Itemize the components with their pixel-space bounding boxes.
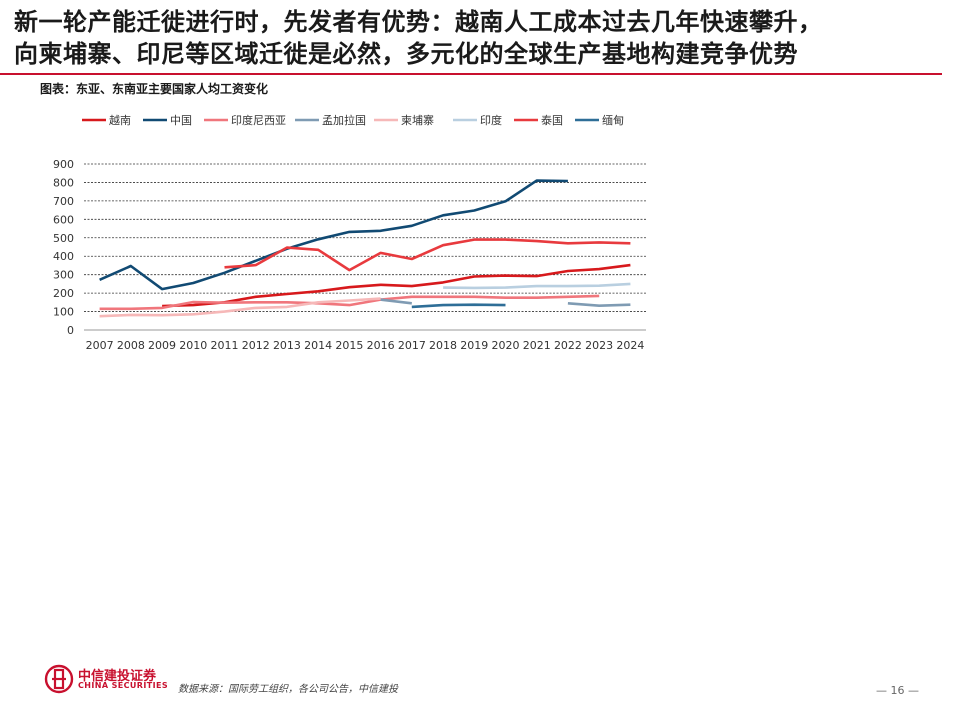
series-segment — [99, 297, 381, 318]
legend-label: 孟加拉国 — [322, 113, 366, 127]
chart-series — [99, 179, 631, 318]
legend-item: 孟加拉国 — [295, 113, 366, 127]
x-tick-label: 2022 — [554, 339, 582, 352]
x-tick-label: 2009 — [148, 339, 176, 352]
y-axis-ticks: 0 100 200 300 400 500 600 700 800 900 — [53, 158, 74, 337]
series-line — [443, 282, 631, 290]
x-tick-label: 2007 — [86, 339, 114, 352]
y-tick-label: 200 — [53, 287, 74, 300]
company-logo-icon — [44, 664, 74, 694]
legend-item: 印度尼西亚 — [204, 113, 286, 127]
x-tick-label: 2014 — [304, 339, 332, 352]
data-source-note: 数据来源：国际劳工组织，各公司公告，中信建投 — [178, 684, 398, 695]
y-tick-label: 900 — [53, 158, 74, 171]
series-line — [99, 179, 568, 291]
slide-title-line-2: 向柬埔寨、印尼等区域迁徙是必然，多元化的全球生产基地构建竞争优势 — [14, 39, 798, 68]
series-line — [380, 298, 631, 307]
x-tick-label: 2021 — [523, 339, 551, 352]
x-tick-label: 2017 — [398, 339, 426, 352]
y-tick-label: 300 — [53, 269, 74, 282]
series-line — [224, 238, 631, 272]
y-tick-label: 700 — [53, 195, 74, 208]
legend-item: 缅甸 — [575, 113, 624, 127]
series-segment — [443, 282, 631, 290]
legend-label: 泰国 — [541, 113, 563, 127]
x-tick-label: 2012 — [242, 339, 270, 352]
wage-line-chart: 越南 中国 印度尼西亚 孟加拉国 柬埔寨 印度 泰国 缅甸 0 100 200 300 400 500 6… — [53, 113, 646, 352]
series-segment — [567, 302, 631, 307]
legend-label: 印度 — [480, 113, 502, 127]
x-tick-label: 2008 — [117, 339, 145, 352]
series-segment — [411, 303, 506, 309]
x-tick-label: 2013 — [273, 339, 301, 352]
y-tick-label: 800 — [53, 176, 74, 189]
legend-item: 越南 — [82, 113, 131, 127]
legend-label: 柬埔寨 — [401, 113, 434, 127]
series-segment — [162, 263, 631, 308]
y-tick-label: 500 — [53, 232, 74, 245]
series-segment — [224, 238, 631, 272]
legend-label: 缅甸 — [602, 113, 624, 127]
y-tick-label: 400 — [53, 250, 74, 263]
x-tick-label: 2024 — [616, 339, 644, 352]
chart-caption: 图表：东亚、东南亚主要国家人均工资变化 — [40, 82, 269, 96]
series-segment — [99, 179, 568, 291]
x-tick-label: 2011 — [211, 339, 239, 352]
legend-label: 中国 — [170, 114, 192, 127]
title-divider — [0, 73, 942, 75]
series-line — [162, 263, 631, 308]
x-tick-label: 2020 — [492, 339, 520, 352]
y-tick-label: 0 — [67, 324, 74, 337]
x-tick-label: 2018 — [429, 339, 457, 352]
legend-item: 泰国 — [514, 113, 563, 127]
slide-title-line-1: 新一轮产能迁徙进行时，先发者有优势：越南人工成本过去几年快速攀升， — [14, 7, 823, 36]
legend-item: 中国 — [143, 114, 192, 127]
x-tick-label: 2019 — [460, 339, 488, 352]
chart-legend: 越南 中国 印度尼西亚 孟加拉国 柬埔寨 印度 泰国 缅甸 — [82, 113, 624, 127]
y-tick-label: 600 — [53, 213, 74, 226]
legend-label: 越南 — [109, 113, 131, 127]
x-tick-label: 2023 — [585, 339, 613, 352]
x-axis-ticks: 2007 2008 2009 2010 2011 2012 2013 2014 2015 2016… — [86, 339, 645, 352]
series-segment — [380, 298, 412, 305]
company-name-cn: 中信建投证券 — [78, 669, 157, 684]
x-tick-label: 2015 — [335, 339, 363, 352]
x-tick-label: 2010 — [179, 339, 207, 352]
chart-gridlines — [84, 163, 646, 331]
company-name-en: CHINA SECURITIES — [78, 681, 169, 690]
y-tick-label: 100 — [53, 306, 74, 319]
legend-item: 印度 — [453, 113, 502, 127]
series-line — [411, 303, 506, 309]
page-number: — 16 — — [876, 684, 919, 697]
x-tick-label: 2016 — [367, 339, 395, 352]
legend-item: 柬埔寨 — [374, 113, 434, 127]
series-segment — [99, 294, 600, 311]
series-line — [99, 297, 381, 318]
slide-title: 新一轮产能迁徙进行时，先发者有优势：越南人工成本过去几年快速攀升， 向柬埔寨、印… — [14, 6, 944, 70]
legend-label: 印度尼西亚 — [231, 113, 286, 127]
series-line — [99, 294, 600, 311]
